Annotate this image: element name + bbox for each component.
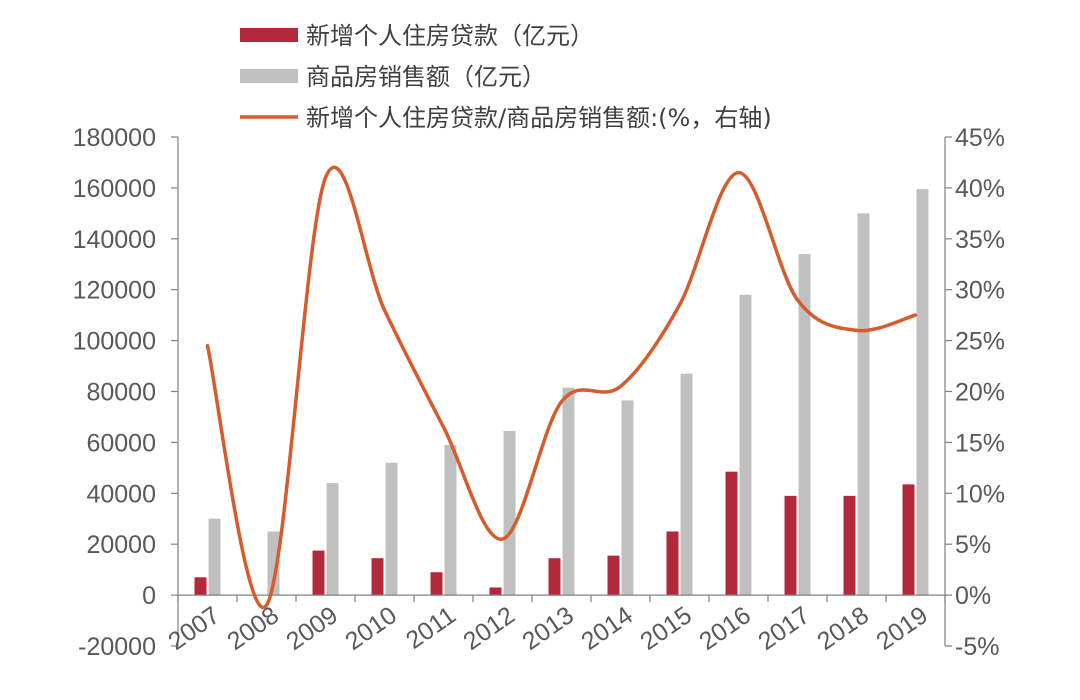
legend-item-sales: 商品房销售额（亿元） [240, 63, 546, 91]
left-tick-label: 120000 [73, 277, 156, 305]
right-tick-label: 25% [955, 328, 1005, 356]
right-tick-label: 5% [955, 531, 991, 559]
bar-loans-2017 [784, 495, 797, 596]
x-tick-label-2012: 2012 [458, 601, 520, 656]
x-tick-label-2019: 2019 [871, 601, 933, 656]
right-tick-label: 0% [955, 582, 991, 610]
right-tick-label: 40% [955, 175, 1005, 203]
left-tick-label: 100000 [73, 328, 156, 356]
left-tick-label: 0 [142, 582, 156, 610]
left-tick-label: 80000 [86, 379, 156, 407]
x-tick-label-2014: 2014 [576, 601, 638, 656]
bar-loans-2016 [725, 471, 738, 596]
legend-item-ratio: 新增个人住房贷款/商品房销售额:(%，右轴) [240, 104, 772, 132]
legend-item-loans: 新增个人住房贷款（亿元） [240, 22, 594, 50]
x-tick-label-2013: 2013 [517, 601, 579, 656]
bar-loans-2010 [371, 558, 384, 596]
right-tick-label: 45% [955, 124, 1005, 152]
bar-loans-2015 [666, 531, 679, 596]
legend-label-sales: 商品房销售额（亿元） [306, 63, 546, 91]
bar-sales-2014 [621, 400, 634, 596]
legend: 新增个人住房贷款（亿元） 商品房销售额（亿元） 新增个人住房贷款/商品房销售额:… [240, 22, 772, 132]
bar-sales-2007 [208, 518, 221, 596]
right-tick-label: -5% [955, 633, 999, 661]
bar-loans-2007 [194, 577, 207, 596]
left-tick-label: 40000 [86, 480, 156, 508]
legend-label-loans: 新增个人住房贷款（亿元） [306, 22, 594, 50]
x-tick-label-2016: 2016 [694, 601, 756, 656]
right-tick-label: 10% [955, 480, 1005, 508]
bar-loans-2018 [843, 495, 856, 596]
plot-area: -20000 0 20000 40000 60000 80000 100000 120000 1… [73, 124, 1005, 661]
x-tick-label-2010: 2010 [340, 601, 402, 656]
x-tick-label-2015: 2015 [635, 601, 697, 656]
x-tick-label-2017: 2017 [753, 601, 815, 656]
bar-sales-2013 [562, 387, 575, 596]
bar-loans-2014 [607, 555, 620, 596]
x-tick-label-2018: 2018 [812, 601, 874, 656]
right-tick-label: 35% [955, 226, 1005, 254]
bar-sales-2009 [326, 483, 339, 596]
bar-loans-2012 [489, 587, 502, 596]
x-tick-label-2007: 2007 [163, 601, 225, 656]
left-tick-label: -20000 [78, 633, 156, 661]
x-tick-label-2009: 2009 [281, 601, 343, 656]
legend-swatch-sales [240, 69, 298, 83]
bar-sales-2008 [267, 531, 280, 596]
legend-label-ratio: 新增个人住房贷款/商品房销售额:(%，右轴) [306, 104, 772, 132]
left-tick-label: 20000 [86, 531, 156, 559]
bar-sales-2010 [385, 462, 398, 596]
bar-loans-2009 [312, 550, 325, 596]
line-ratio-series [205, 165, 918, 610]
bar-sales-2012 [503, 430, 516, 596]
left-tick-label: 180000 [73, 124, 156, 152]
left-tick-label: 140000 [73, 226, 156, 254]
left-tick-label: 60000 [86, 429, 156, 457]
bar-sales-2019 [916, 189, 929, 596]
bar-loans-2011 [430, 572, 443, 596]
right-tick-label: 20% [955, 379, 1005, 407]
bar-sales-2011 [444, 444, 457, 596]
left-tick-label: 160000 [73, 175, 156, 203]
bar-sales-2015 [680, 373, 693, 596]
bar-sales-2017 [798, 254, 811, 596]
bar-loans-2013 [548, 558, 561, 596]
right-tick-label: 15% [955, 429, 1005, 457]
x-tick-label-2008: 2008 [222, 601, 284, 656]
right-tick-label: 30% [955, 277, 1005, 305]
legend-swatch-loans [240, 28, 298, 42]
bar-sales-2018 [857, 213, 870, 596]
bar-loans-2019 [902, 484, 915, 596]
bar-sales-2016 [739, 294, 752, 596]
x-tick-label-2011: 2011 [401, 601, 461, 655]
